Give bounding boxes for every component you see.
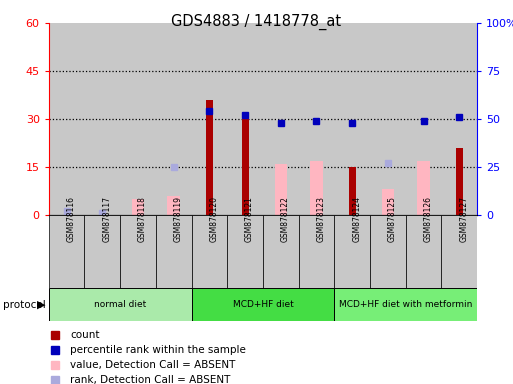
Text: percentile rank within the sample: percentile rank within the sample (70, 345, 246, 355)
Bar (49, 23, 85, 215)
Bar (441, 23, 477, 215)
FancyBboxPatch shape (85, 215, 120, 288)
Bar (334, 23, 370, 215)
Text: GSM878116: GSM878116 (67, 196, 75, 242)
FancyBboxPatch shape (406, 215, 441, 288)
FancyBboxPatch shape (120, 215, 156, 288)
Bar (242, 119, 248, 215)
Bar (456, 148, 463, 215)
FancyBboxPatch shape (370, 215, 406, 288)
Bar (382, 189, 394, 215)
Text: GSM878123: GSM878123 (317, 196, 325, 242)
FancyBboxPatch shape (49, 288, 191, 321)
Text: GSM878119: GSM878119 (174, 196, 183, 242)
Text: rank, Detection Call = ABSENT: rank, Detection Call = ABSENT (70, 375, 231, 384)
Text: GSM878125: GSM878125 (388, 196, 397, 242)
Bar (417, 161, 430, 215)
Text: GSM878127: GSM878127 (459, 196, 468, 242)
Text: normal diet: normal diet (94, 300, 146, 309)
Bar (99, 214, 106, 215)
FancyBboxPatch shape (156, 215, 191, 288)
Text: MCD+HF diet with metformin: MCD+HF diet with metformin (339, 300, 472, 309)
Bar (85, 23, 120, 215)
Bar (167, 196, 180, 215)
Bar (206, 100, 213, 215)
Bar (132, 199, 144, 215)
Text: GSM878121: GSM878121 (245, 196, 254, 242)
Bar (120, 23, 156, 215)
Bar (156, 23, 191, 215)
FancyBboxPatch shape (263, 215, 299, 288)
FancyBboxPatch shape (334, 215, 370, 288)
Bar (299, 23, 334, 215)
FancyBboxPatch shape (299, 215, 334, 288)
Text: GSM878126: GSM878126 (424, 196, 432, 242)
Bar (263, 23, 299, 215)
Bar (191, 23, 227, 215)
Bar (370, 23, 406, 215)
Bar (274, 164, 287, 215)
FancyBboxPatch shape (49, 215, 85, 288)
Text: GSM878118: GSM878118 (138, 196, 147, 242)
FancyBboxPatch shape (191, 288, 334, 321)
Text: GSM878124: GSM878124 (352, 196, 361, 242)
Text: GSM878122: GSM878122 (281, 196, 290, 242)
FancyBboxPatch shape (191, 215, 227, 288)
Bar (349, 167, 356, 215)
Text: count: count (70, 330, 100, 340)
FancyBboxPatch shape (334, 288, 477, 321)
Text: MCD+HF diet: MCD+HF diet (232, 300, 293, 309)
Text: ▶: ▶ (36, 300, 45, 310)
Text: GSM878120: GSM878120 (209, 196, 219, 242)
Bar (406, 23, 441, 215)
Text: GSM878117: GSM878117 (102, 196, 111, 242)
Text: GDS4883 / 1418778_at: GDS4883 / 1418778_at (171, 13, 342, 30)
Text: value, Detection Call = ABSENT: value, Detection Call = ABSENT (70, 360, 236, 370)
FancyBboxPatch shape (227, 215, 263, 288)
Bar (310, 161, 323, 215)
Bar (227, 23, 263, 215)
FancyBboxPatch shape (441, 215, 477, 288)
Text: protocol: protocol (3, 300, 45, 310)
